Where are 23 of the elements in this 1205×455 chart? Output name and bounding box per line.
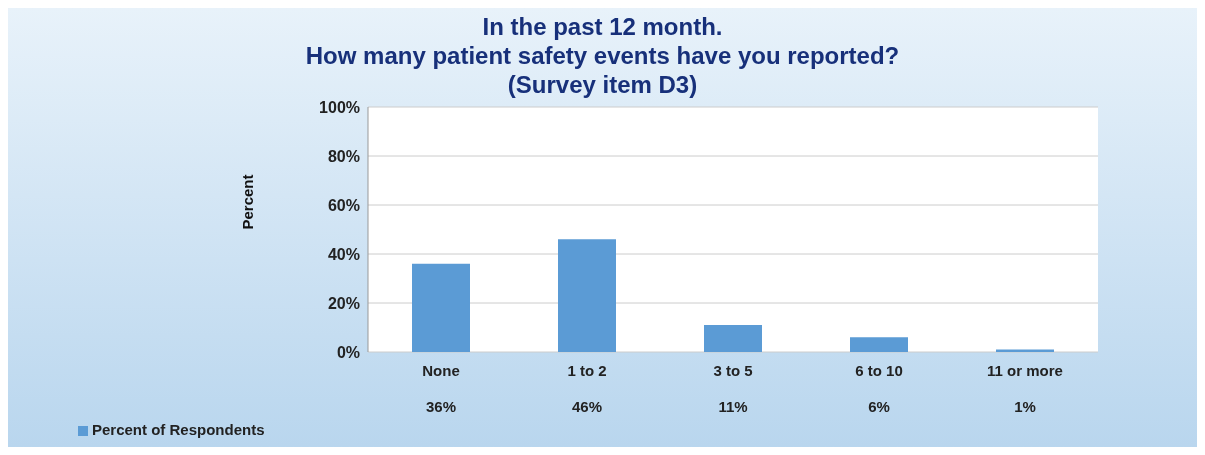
x-tick-label: 3 to 5: [713, 362, 753, 379]
y-tick-label: 40%: [327, 245, 360, 263]
x-tick-label: 6 to 10: [855, 362, 903, 379]
x-tick-label: None: [422, 362, 460, 379]
y-tick-label: 60%: [327, 196, 360, 214]
chart-title: In the past 12 month. How many patient safety events have you reported? (Survey item D3): [304, 12, 901, 99]
bar: [558, 239, 616, 352]
y-tick-label: 100%: [319, 98, 360, 116]
y-tick-label: 80%: [327, 147, 360, 165]
bar: [850, 337, 908, 352]
bar: [704, 325, 762, 352]
text: 1%: [1014, 398, 1036, 415]
text: 6%: [868, 398, 890, 415]
text: 46%: [571, 398, 603, 415]
y-axis-title: Percent: [239, 174, 257, 230]
text: 11%: [718, 398, 748, 415]
x-tick-label: 11 or more: [987, 362, 1063, 379]
y-tick-label: 20%: [327, 294, 360, 312]
legend-label: Percent of Respondents: [92, 421, 265, 438]
y-tick-label: 0%: [336, 343, 360, 361]
text: 36%: [425, 398, 457, 415]
x-tick-label: 1 to 2: [567, 362, 607, 379]
bar: [412, 263, 470, 352]
